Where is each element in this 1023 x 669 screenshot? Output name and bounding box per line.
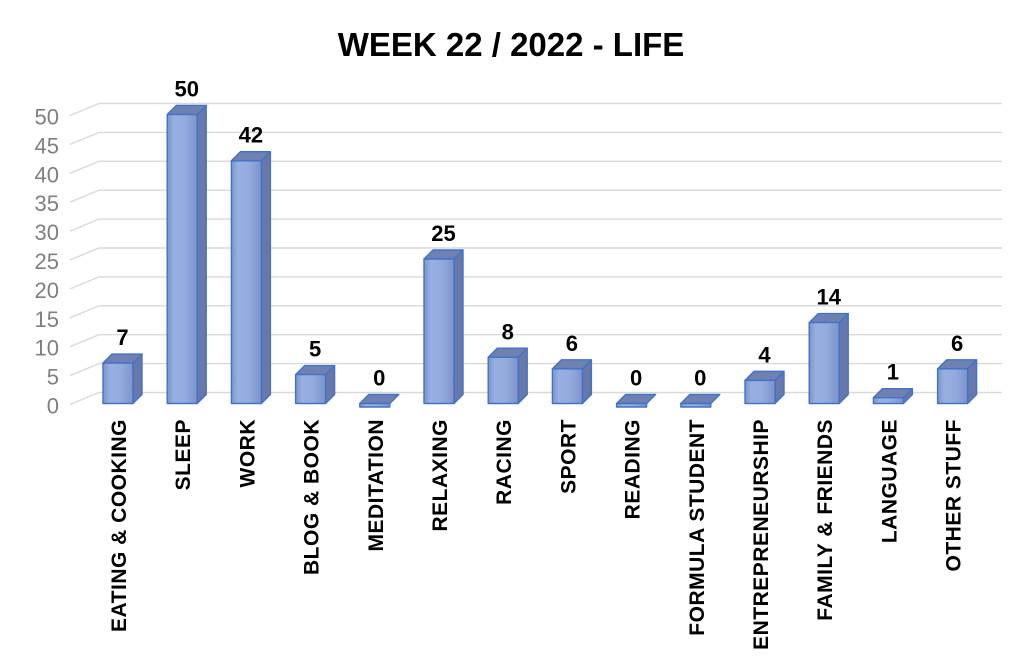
bar-value-label: 0 bbox=[373, 366, 385, 391]
bar-front bbox=[615, 402, 648, 408]
y-tick-label: 35 bbox=[35, 191, 59, 216]
gridlines bbox=[69, 102, 1002, 406]
category-label: SLEEP bbox=[172, 419, 195, 490]
bar-value-label: 42 bbox=[239, 123, 263, 148]
bar-side bbox=[838, 312, 849, 405]
category-label: FORMULA STUDENT bbox=[686, 419, 709, 636]
bar-front bbox=[936, 368, 969, 405]
bar-value-label: 8 bbox=[502, 319, 514, 344]
bar-front bbox=[680, 402, 712, 408]
category-label: FAMILY & FRIENDS bbox=[814, 419, 837, 621]
bar-front bbox=[808, 321, 840, 405]
gridline bbox=[69, 362, 1002, 377]
bar-value-label: 25 bbox=[431, 221, 455, 246]
bar-top bbox=[359, 393, 400, 405]
gridline bbox=[69, 131, 1002, 146]
bar-value-label: 4 bbox=[758, 342, 771, 367]
bar-top bbox=[615, 393, 657, 405]
y-tick-label: 20 bbox=[35, 278, 59, 303]
category-label: BLOG & BOOK bbox=[301, 419, 324, 575]
gridline bbox=[69, 102, 1002, 117]
y-tick-label: 0 bbox=[47, 394, 59, 419]
bar-top bbox=[680, 393, 721, 405]
category-label: MEDITATION bbox=[365, 419, 388, 552]
y-tick-label: 15 bbox=[35, 307, 59, 332]
bar-value-label: 50 bbox=[174, 77, 198, 102]
bar-front bbox=[872, 397, 905, 405]
bar-front bbox=[166, 113, 198, 405]
category-label: READING bbox=[622, 419, 645, 519]
y-tick-label: 50 bbox=[35, 105, 59, 130]
bar-value-label: 0 bbox=[630, 366, 642, 391]
bar-front bbox=[102, 362, 134, 405]
bar-value-label: 6 bbox=[566, 331, 578, 356]
gridline bbox=[69, 160, 1002, 174]
bar-side bbox=[453, 249, 464, 405]
bar-front bbox=[359, 402, 391, 408]
category-label: WORK bbox=[236, 419, 259, 488]
y-axis-tick-labels: 0 5 10 15 20 25 30 35 40 45 50 bbox=[35, 105, 59, 419]
category-label: RACING bbox=[493, 419, 516, 505]
category-label: OTHER STUFF bbox=[943, 419, 966, 572]
y-tick-label: 25 bbox=[35, 249, 59, 274]
y-tick-label: 45 bbox=[35, 133, 59, 158]
category-label: ENTREPRENEURSHIP bbox=[750, 419, 773, 650]
y-tick-label: 10 bbox=[35, 336, 59, 361]
category-label: EATING & COOKING bbox=[108, 419, 131, 632]
bar-value-label: 6 bbox=[951, 331, 963, 356]
category-label: LANGUAGE bbox=[878, 419, 901, 543]
bar-front bbox=[744, 379, 776, 405]
category-label: SPORT bbox=[557, 419, 580, 494]
gridline bbox=[69, 247, 1002, 261]
y-tick-label: 30 bbox=[35, 220, 59, 245]
y-tick-label: 40 bbox=[35, 162, 59, 187]
gridline bbox=[69, 391, 1002, 406]
bar-value-label: 0 bbox=[694, 366, 706, 391]
category-label: RELAXING bbox=[429, 419, 452, 532]
bar-side bbox=[260, 151, 272, 405]
bar-side bbox=[196, 104, 207, 405]
gridline bbox=[69, 189, 1002, 203]
gridline bbox=[69, 276, 1002, 290]
bar-front bbox=[487, 356, 519, 405]
x-axis-category-labels: EATING & COOKING SLEEP WORK BLOG & BOOK MEDI… bbox=[108, 419, 966, 650]
bar-front bbox=[423, 258, 455, 405]
bar-value-label: 14 bbox=[816, 285, 841, 310]
bars bbox=[102, 104, 978, 408]
gridline bbox=[69, 305, 1002, 319]
bar-value-label: 7 bbox=[116, 325, 128, 350]
gridline bbox=[69, 218, 1002, 232]
chart-title: WEEK 22 / 2022 - LIFE bbox=[338, 26, 685, 63]
bar-value-label: 5 bbox=[309, 337, 321, 362]
bar-front bbox=[230, 160, 263, 405]
gridline bbox=[69, 334, 1002, 348]
bar-front bbox=[551, 368, 584, 405]
y-tick-label: 5 bbox=[47, 365, 59, 390]
bar-value-label: 1 bbox=[887, 360, 899, 385]
bar-front bbox=[294, 373, 327, 405]
